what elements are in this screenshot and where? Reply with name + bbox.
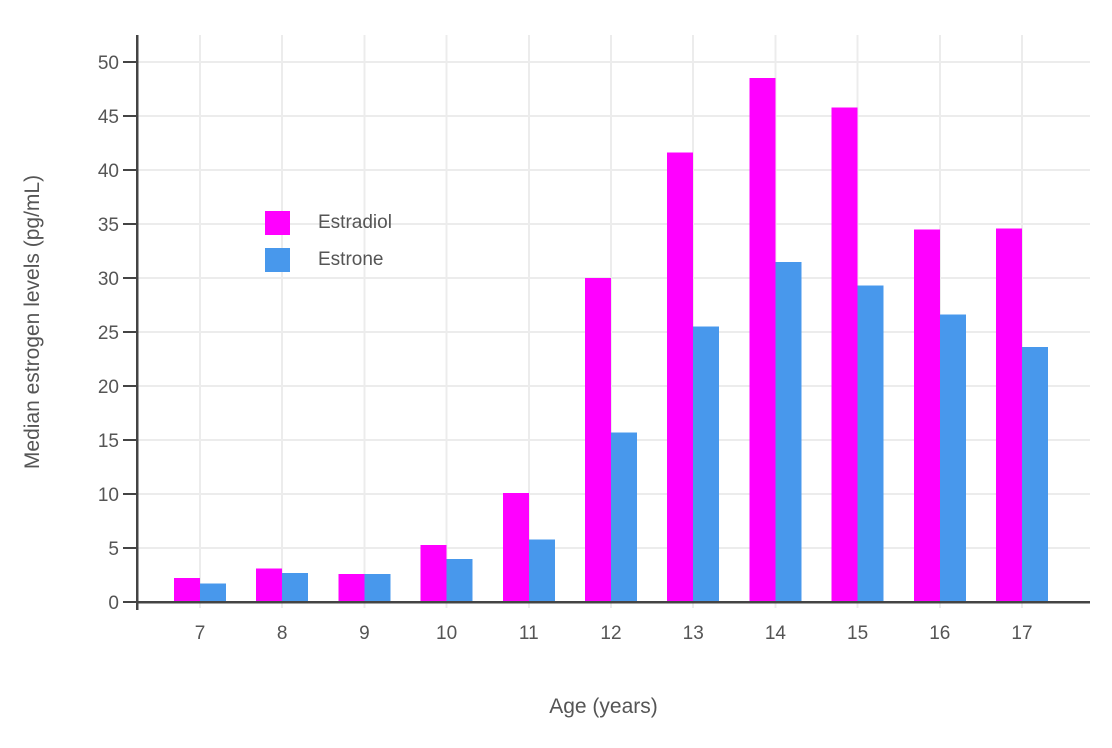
bar-estradiol-age-15 xyxy=(831,107,858,603)
y-tick-label-35: 35 xyxy=(98,215,119,236)
bar-estrone-age-10 xyxy=(446,558,473,602)
bar-estradiol-age-10 xyxy=(420,544,447,602)
bar-estradiol-age-14 xyxy=(749,78,776,602)
x-tick-label-16: 16 xyxy=(929,623,950,644)
y-tick-label-0: 0 xyxy=(108,593,119,614)
x-tick-label-14: 14 xyxy=(765,623,787,644)
bar-estrone-age-16 xyxy=(939,314,966,602)
bar-estradiol-age-12 xyxy=(585,278,611,602)
y-tick-label-20: 20 xyxy=(98,377,119,398)
legend-item-estradiol[interactable]: Estradiol xyxy=(265,211,392,235)
y-tick-label-25: 25 xyxy=(98,323,119,344)
x-tick-label-17: 17 xyxy=(1011,623,1032,644)
y-tick-label-50: 50 xyxy=(98,53,119,74)
legend-swatch-estrone-icon xyxy=(265,248,290,272)
x-tick-label-8: 8 xyxy=(277,623,288,644)
legend-item-estrone[interactable]: Estrone xyxy=(265,248,392,272)
y-axis-title: Median estrogen levels (pg/mL) xyxy=(21,174,44,470)
bar-estrone-age-8 xyxy=(282,572,309,602)
bar-estradiol-age-13 xyxy=(667,152,694,602)
legend: Estradiol Estrone xyxy=(265,211,392,285)
bar-estrone-age-11 xyxy=(528,539,555,602)
y-tick-label-15: 15 xyxy=(98,431,119,452)
x-tick-label-15: 15 xyxy=(847,623,868,644)
bar-estrone-age-14 xyxy=(775,261,802,602)
x-tick-label-7: 7 xyxy=(195,623,206,644)
bar-estradiol-age-9 xyxy=(338,573,365,602)
bar-estradiol-age-17 xyxy=(996,228,1022,602)
bar-estrone-age-17 xyxy=(1022,347,1048,602)
y-tick-label-45: 45 xyxy=(98,107,119,128)
bar-estradiol-age-7 xyxy=(174,578,200,602)
y-tick-label-10: 10 xyxy=(98,485,119,506)
x-axis-title: Age (years) xyxy=(549,695,658,718)
bar-estrone-age-15 xyxy=(857,285,884,602)
x-tick-label-11: 11 xyxy=(519,623,539,644)
x-tick-label-13: 13 xyxy=(683,623,704,644)
bar-estrone-age-13 xyxy=(693,326,720,602)
y-tick-label-40: 40 xyxy=(98,161,119,182)
x-tick-label-9: 9 xyxy=(359,623,370,644)
bar-estradiol-age-11 xyxy=(502,492,529,602)
bar-estrone-age-9 xyxy=(364,573,391,602)
bar-estrone-age-12 xyxy=(611,432,637,602)
y-tick-label-30: 30 xyxy=(98,269,119,290)
y-tick-label-5: 5 xyxy=(108,539,119,560)
x-tick-label-12: 12 xyxy=(600,623,621,644)
bar-estradiol-age-8 xyxy=(256,568,283,602)
bar-estradiol-age-16 xyxy=(913,229,940,602)
bar-estrone-age-7 xyxy=(200,583,226,602)
x-tick-label-10: 10 xyxy=(436,623,457,644)
legend-swatch-estradiol-icon xyxy=(265,211,290,235)
legend-label-estradiol: Estradiol xyxy=(318,212,392,233)
legend-label-estrone: Estrone xyxy=(318,249,384,270)
